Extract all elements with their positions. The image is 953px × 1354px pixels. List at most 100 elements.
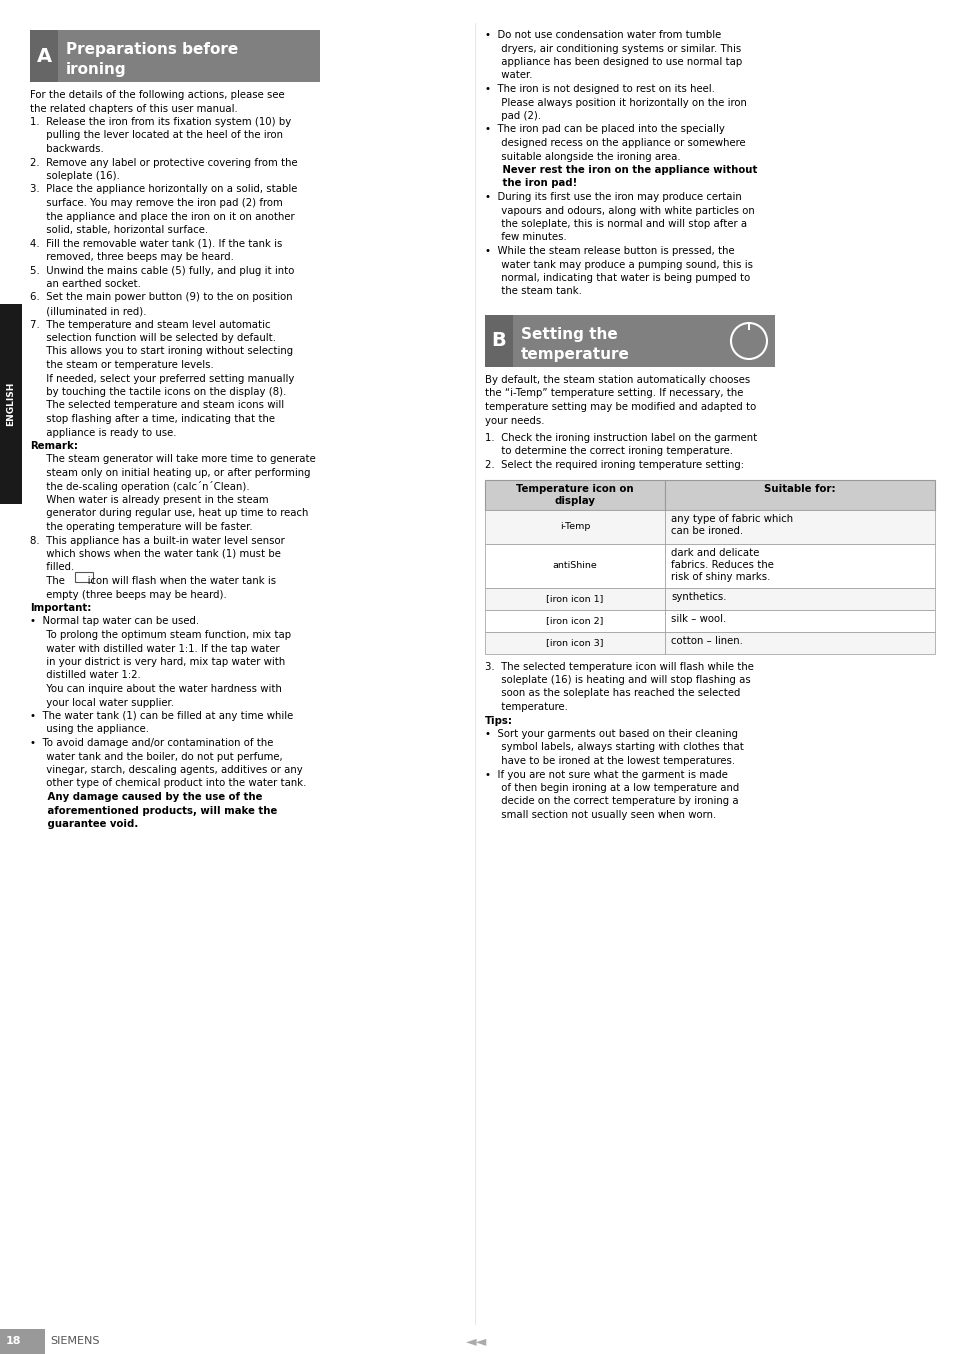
Text: water.: water. — [484, 70, 532, 80]
Text: •  Normal tap water can be used.: • Normal tap water can be used. — [30, 616, 199, 627]
Text: vinegar, starch, descaling agents, additives or any: vinegar, starch, descaling agents, addit… — [30, 765, 302, 774]
Text: an earthed socket.: an earthed socket. — [30, 279, 141, 288]
Text: synthetics.: synthetics. — [670, 592, 726, 601]
Text: 2.  Remove any label or protective covering from the: 2. Remove any label or protective coveri… — [30, 157, 297, 168]
Text: stop flashing after a time, indicating that the: stop flashing after a time, indicating t… — [30, 414, 274, 424]
Text: (illuminated in red).: (illuminated in red). — [30, 306, 147, 315]
Text: temperature: temperature — [520, 347, 629, 362]
Text: ◄◄: ◄◄ — [466, 1335, 487, 1349]
Bar — [664, 543, 934, 588]
Bar — [484, 315, 513, 367]
Text: 8.  This appliance has a built-in water level sensor: 8. This appliance has a built-in water l… — [30, 535, 284, 546]
Bar — [0, 1330, 953, 1354]
Text: 3.  Place the appliance horizontally on a solid, stable: 3. Place the appliance horizontally on a… — [30, 184, 297, 195]
Text: ironing: ironing — [66, 62, 127, 77]
Text: •  During its first use the iron may produce certain: • During its first use the iron may prod… — [484, 192, 741, 202]
Bar — [484, 588, 664, 609]
Text: filled.: filled. — [30, 562, 74, 573]
Text: backwards.: backwards. — [30, 144, 104, 154]
Text: A: A — [36, 46, 51, 65]
Text: i-Temp: i-Temp — [559, 523, 590, 531]
Text: [iron icon 2]: [iron icon 2] — [546, 616, 603, 626]
Text: guarantee void.: guarantee void. — [30, 819, 138, 829]
Text: in your district is very hard, mix tap water with: in your district is very hard, mix tap w… — [30, 657, 285, 668]
Bar — [484, 479, 664, 509]
Text: Temperature icon on
display: Temperature icon on display — [516, 483, 633, 506]
Text: to determine the correct ironing temperature.: to determine the correct ironing tempera… — [484, 447, 732, 456]
Bar — [484, 631, 664, 654]
Text: water tank and the boiler, do not put perfume,: water tank and the boiler, do not put pe… — [30, 751, 282, 761]
Bar — [484, 609, 664, 631]
Text: 2.  Select the required ironing temperature setting:: 2. Select the required ironing temperatu… — [484, 460, 743, 470]
Text: the steam tank.: the steam tank. — [484, 287, 581, 297]
Text: To prolong the optimum steam function, mix tap: To prolong the optimum steam function, m… — [30, 630, 291, 640]
Text: the “i-Temp” temperature setting. If necessary, the: the “i-Temp” temperature setting. If nec… — [484, 389, 742, 398]
Text: the soleplate, this is normal and will stop after a: the soleplate, this is normal and will s… — [484, 219, 746, 229]
Text: •  The water tank (1) can be filled at any time while: • The water tank (1) can be filled at an… — [30, 711, 293, 720]
Text: removed, three beeps may be heard.: removed, three beeps may be heard. — [30, 252, 233, 263]
Text: the appliance and place the iron on it on another: the appliance and place the iron on it o… — [30, 211, 294, 222]
Text: •  Sort your garments out based on their cleaning: • Sort your garments out based on their … — [484, 728, 738, 739]
Text: Setting the: Setting the — [520, 328, 618, 343]
Text: few minutes.: few minutes. — [484, 233, 566, 242]
Bar — [664, 509, 934, 543]
Text: Remark:: Remark: — [30, 441, 78, 451]
Text: the steam or temperature levels.: the steam or temperature levels. — [30, 360, 213, 370]
Text: Never rest the iron on the appliance without: Never rest the iron on the appliance wit… — [484, 165, 757, 175]
Text: soon as the soleplate has reached the selected: soon as the soleplate has reached the se… — [484, 688, 740, 699]
Text: ENGLISH: ENGLISH — [7, 382, 15, 427]
Text: Please always position it horizontally on the iron: Please always position it horizontally o… — [484, 97, 746, 107]
Text: steam only on initial heating up, or after performing: steam only on initial heating up, or aft… — [30, 468, 310, 478]
Text: By default, the steam station automatically chooses: By default, the steam station automatica… — [484, 375, 749, 385]
Text: pad (2).: pad (2). — [484, 111, 540, 121]
Text: the operating temperature will be faster.: the operating temperature will be faster… — [30, 523, 253, 532]
Text: temperature.: temperature. — [484, 701, 567, 712]
Text: antiShine: antiShine — [552, 561, 597, 570]
Text: •  To avoid damage and/or contamination of the: • To avoid damage and/or contamination o… — [30, 738, 274, 747]
Text: •  While the steam release button is pressed, the: • While the steam release button is pres… — [484, 246, 734, 256]
Text: •  Do not use condensation water from tumble: • Do not use condensation water from tum… — [484, 30, 720, 41]
Text: soleplate (16).: soleplate (16). — [30, 171, 120, 181]
Text: aforementioned products, will make the: aforementioned products, will make the — [30, 806, 277, 815]
Text: have to be ironed at the lowest temperatures.: have to be ironed at the lowest temperat… — [484, 756, 735, 766]
Text: •  If you are not sure what the garment is made: • If you are not sure what the garment i… — [484, 769, 727, 780]
Text: water tank may produce a pumping sound, this is: water tank may produce a pumping sound, … — [484, 260, 752, 269]
Text: appliance is ready to use.: appliance is ready to use. — [30, 428, 176, 437]
Text: 18: 18 — [6, 1336, 21, 1346]
Text: vapours and odours, along with white particles on: vapours and odours, along with white par… — [484, 206, 754, 215]
Text: 1.  Release the iron from its fixation system (10) by: 1. Release the iron from its fixation sy… — [30, 116, 291, 127]
Text: If needed, select your preferred setting manually: If needed, select your preferred setting… — [30, 374, 294, 383]
Text: dryers, air conditioning systems or similar. This: dryers, air conditioning systems or simi… — [484, 43, 740, 54]
Text: the de-scaling operation (calc´n´Clean).: the de-scaling operation (calc´n´Clean). — [30, 482, 250, 493]
Text: pulling the lever located at the heel of the iron: pulling the lever located at the heel of… — [30, 130, 283, 141]
Text: dark and delicate
fabrics. Reduces the
risk of shiny marks.: dark and delicate fabrics. Reduces the r… — [670, 547, 773, 582]
Text: •  The iron is not designed to rest on its heel.: • The iron is not designed to rest on it… — [484, 84, 714, 93]
Text: designed recess on the appliance or somewhere: designed recess on the appliance or some… — [484, 138, 745, 148]
Text: of then begin ironing at a low temperature and: of then begin ironing at a low temperatu… — [484, 783, 739, 793]
Text: symbol labels, always starting with clothes that: symbol labels, always starting with clot… — [484, 742, 743, 753]
Bar — [484, 509, 664, 543]
Bar — [30, 30, 58, 83]
Text: 7.  The temperature and steam level automatic: 7. The temperature and steam level autom… — [30, 320, 271, 329]
Text: •  The iron pad can be placed into the specially: • The iron pad can be placed into the sp… — [484, 125, 724, 134]
Text: solid, stable, horizontal surface.: solid, stable, horizontal surface. — [30, 225, 208, 236]
Text: temperature setting may be modified and adapted to: temperature setting may be modified and … — [484, 402, 756, 412]
Text: decide on the correct temperature by ironing a: decide on the correct temperature by iro… — [484, 796, 738, 807]
Text: Preparations before: Preparations before — [66, 42, 238, 57]
Text: suitable alongside the ironing area.: suitable alongside the ironing area. — [484, 152, 679, 161]
Text: Tips:: Tips: — [484, 715, 513, 726]
Text: soleplate (16) is heating and will stop flashing as: soleplate (16) is heating and will stop … — [484, 676, 750, 685]
Text: Any damage caused by the use of the: Any damage caused by the use of the — [30, 792, 262, 802]
Bar — [484, 315, 774, 367]
Text: 3.  The selected temperature icon will flash while the: 3. The selected temperature icon will fl… — [484, 662, 753, 672]
Text: your local water supplier.: your local water supplier. — [30, 697, 173, 708]
Text: normal, indicating that water is being pumped to: normal, indicating that water is being p… — [484, 274, 749, 283]
Text: 4.  Fill the removable water tank (1). If the tank is: 4. Fill the removable water tank (1). If… — [30, 238, 282, 249]
Bar — [0, 305, 22, 504]
Text: When water is already present in the steam: When water is already present in the ste… — [30, 496, 269, 505]
Bar — [664, 588, 934, 609]
Text: You can inquire about the water hardness with: You can inquire about the water hardness… — [30, 684, 281, 695]
Bar — [484, 543, 664, 588]
Text: The selected temperature and steam icons will: The selected temperature and steam icons… — [30, 401, 284, 410]
Text: surface. You may remove the iron pad (2) from: surface. You may remove the iron pad (2)… — [30, 198, 282, 209]
